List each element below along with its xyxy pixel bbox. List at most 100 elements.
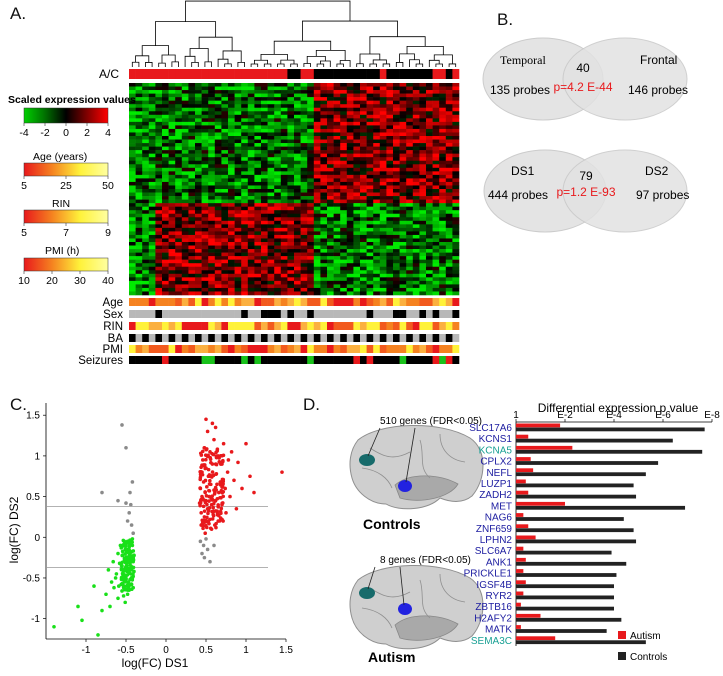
heatmap-cell <box>168 284 176 289</box>
heatmap-cell <box>241 107 249 112</box>
heatmap-cell <box>280 189 288 193</box>
heatmap-cell <box>267 185 275 190</box>
heatmap-cell <box>327 213 334 218</box>
heatmap-cell <box>208 189 216 193</box>
bar-autism <box>516 535 536 540</box>
heatmap-cell <box>228 249 235 253</box>
heatmap-cell <box>261 224 268 229</box>
heatmap-cell <box>346 125 354 130</box>
heatmap-cell <box>267 118 275 123</box>
heatmap-cell <box>155 107 163 112</box>
covariate-cell <box>228 334 235 342</box>
heatmap-cell <box>261 93 268 98</box>
heatmap-cell <box>254 284 262 289</box>
heatmap-cell <box>234 273 242 278</box>
heatmap-cell <box>340 217 348 222</box>
scatter-point-up <box>211 452 216 457</box>
heatmap-cell <box>129 206 136 211</box>
heatmap-cell <box>327 132 334 137</box>
covariate-cell <box>287 298 295 306</box>
heatmap-cell <box>373 189 381 193</box>
heatmap-cell <box>287 227 295 232</box>
heatmap-cell <box>353 220 361 225</box>
scatter-point-up <box>229 450 234 454</box>
heatmap-cell <box>327 181 334 186</box>
heatmap-cell <box>221 100 229 105</box>
heatmap-cell <box>327 86 334 91</box>
ac-cell <box>148 69 156 79</box>
heatmap-cell <box>287 83 295 87</box>
heatmap-cell <box>254 259 262 264</box>
heatmap-cell <box>445 231 453 236</box>
heatmap-cell <box>399 118 407 123</box>
heatmap-cell <box>313 220 321 225</box>
heatmap-cell <box>214 199 222 204</box>
heatmap-cell <box>214 238 222 243</box>
heatmap-cell <box>366 146 374 151</box>
heatmap-cell <box>175 125 183 130</box>
heatmap-cell <box>175 167 183 172</box>
heatmap-cell <box>452 114 460 119</box>
heatmap-cell <box>300 206 308 211</box>
ac-cell <box>214 69 222 79</box>
heatmap-cell <box>142 150 150 154</box>
heatmap-cell <box>327 178 334 183</box>
heatmap-cell <box>353 273 361 278</box>
heatmap-cell <box>254 277 262 282</box>
heatmap-cell <box>195 263 202 268</box>
heatmap-cell <box>254 266 262 271</box>
covariate-cell <box>307 334 315 342</box>
heatmap-cell <box>393 86 400 91</box>
heatmap-cell <box>214 259 222 264</box>
heatmap-cell <box>412 196 420 200</box>
scatter-y-tick: 1 <box>34 451 40 462</box>
heatmap-cell <box>340 121 348 126</box>
heatmap-cell <box>221 270 229 275</box>
heatmap-cell <box>346 111 354 116</box>
heatmap-cell <box>353 164 361 169</box>
heatmap-cell <box>287 206 295 211</box>
heatmap-cell <box>439 273 447 278</box>
covariate-cell <box>366 310 374 318</box>
covariate-cell <box>168 298 176 306</box>
heatmap-cell <box>393 256 400 260</box>
heatmap-cell <box>353 213 361 218</box>
heatmap-cell <box>333 206 341 211</box>
heatmap-cell <box>234 185 242 190</box>
covariate-cell <box>426 345 433 353</box>
heatmap-cell <box>379 111 387 116</box>
scatter-point-up <box>216 513 221 518</box>
heatmap-cell <box>379 171 387 176</box>
heatmap-cell <box>261 100 268 105</box>
scatter-point-up <box>200 472 205 477</box>
heatmap-cell <box>300 280 308 285</box>
heatmap-cell <box>346 171 354 176</box>
covariate-cell <box>379 310 387 318</box>
scatter-point-other <box>204 537 208 541</box>
heatmap-cell <box>267 238 275 243</box>
heatmap-cell <box>340 160 348 165</box>
heatmap-cell <box>346 153 354 158</box>
covariate-cell <box>313 322 321 330</box>
heatmap-cell <box>386 192 394 197</box>
heatmap-cell <box>175 242 183 246</box>
heatmap-cell <box>234 238 242 243</box>
heatmap-cell <box>320 242 328 246</box>
gene-label: SLC6A7 <box>475 546 513 557</box>
heatmap-cell <box>379 86 387 91</box>
heatmap-cell <box>419 167 427 172</box>
heatmap-cell <box>261 238 268 243</box>
heatmap-cell <box>300 185 308 190</box>
ac-cell <box>188 69 196 79</box>
heatmap-cell <box>393 143 400 147</box>
heatmap-cell <box>135 164 143 169</box>
heatmap-cell <box>307 83 315 87</box>
heatmap-cell <box>452 256 460 260</box>
heatmap-cell <box>214 291 222 296</box>
heatmap-cell <box>379 203 387 207</box>
heatmap-cell <box>168 167 176 172</box>
heatmap-cell <box>129 157 136 162</box>
heatmap-cell <box>287 234 295 239</box>
heatmap-cell <box>432 185 440 190</box>
heatmap-cell <box>195 128 202 133</box>
